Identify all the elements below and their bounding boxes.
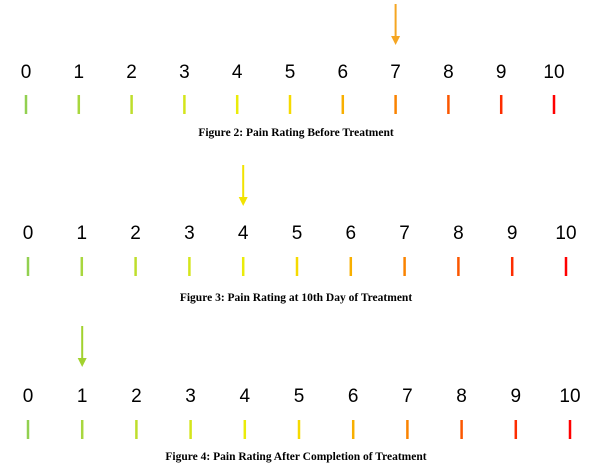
scale-label-4: 4 [238, 223, 249, 244]
scale-label-6: 6 [346, 223, 357, 244]
pain-marker-arrow-head [77, 358, 87, 367]
scale-label-7: 7 [390, 62, 401, 83]
scale-label-0: 0 [21, 62, 32, 83]
scale-label-1: 1 [77, 386, 88, 407]
caption-figure-2: Figure 2: Pain Rating Before Treatment [198, 127, 394, 139]
scale-label-2: 2 [131, 386, 142, 407]
scale-label-8: 8 [453, 223, 464, 244]
scale-label-5: 5 [292, 223, 303, 244]
pain-scale-after-completion: 0 1 2 3 4 5 6 7 8 9 10 [23, 326, 581, 440]
caption-figure-3: Figure 3: Pain Rating at 10th Day of Tre… [180, 292, 412, 304]
scale-label-1: 1 [74, 62, 85, 83]
scale-label-4: 4 [232, 62, 243, 83]
pain-marker-arrow-head [238, 197, 248, 206]
scale-label-3: 3 [185, 386, 196, 407]
scale-label-5: 5 [285, 62, 296, 83]
scale-label-7: 7 [402, 386, 413, 407]
scale-label-8: 8 [456, 386, 467, 407]
scale-label-6: 6 [348, 386, 359, 407]
pain-marker-arrow-head [391, 36, 401, 45]
scale-label-10: 10 [543, 62, 564, 83]
scale-label-0: 0 [23, 223, 34, 244]
scale-label-10: 10 [559, 386, 580, 407]
scale-label-5: 5 [294, 386, 305, 407]
scale-label-9: 9 [507, 223, 518, 244]
scale-label-3: 3 [179, 62, 190, 83]
scale-label-3: 3 [184, 223, 195, 244]
scale-label-10: 10 [555, 223, 576, 244]
scale-label-4: 4 [240, 386, 251, 407]
scale-label-8: 8 [443, 62, 454, 83]
scale-label-2: 2 [130, 223, 141, 244]
scale-label-1: 1 [77, 223, 88, 244]
pain-scale-before-treatment: 0 1 2 3 4 5 6 7 8 9 10 [21, 4, 565, 115]
scale-label-9: 9 [511, 386, 522, 407]
caption-figure-4: Figure 4: Pain Rating After Completion o… [165, 451, 426, 463]
scale-label-7: 7 [399, 223, 410, 244]
scale-label-6: 6 [338, 62, 349, 83]
scale-label-0: 0 [23, 386, 34, 407]
scale-label-2: 2 [126, 62, 137, 83]
pain-scale-10th-day: 0 1 2 3 4 5 6 7 8 9 10 [23, 165, 577, 277]
scale-label-9: 9 [496, 62, 507, 83]
